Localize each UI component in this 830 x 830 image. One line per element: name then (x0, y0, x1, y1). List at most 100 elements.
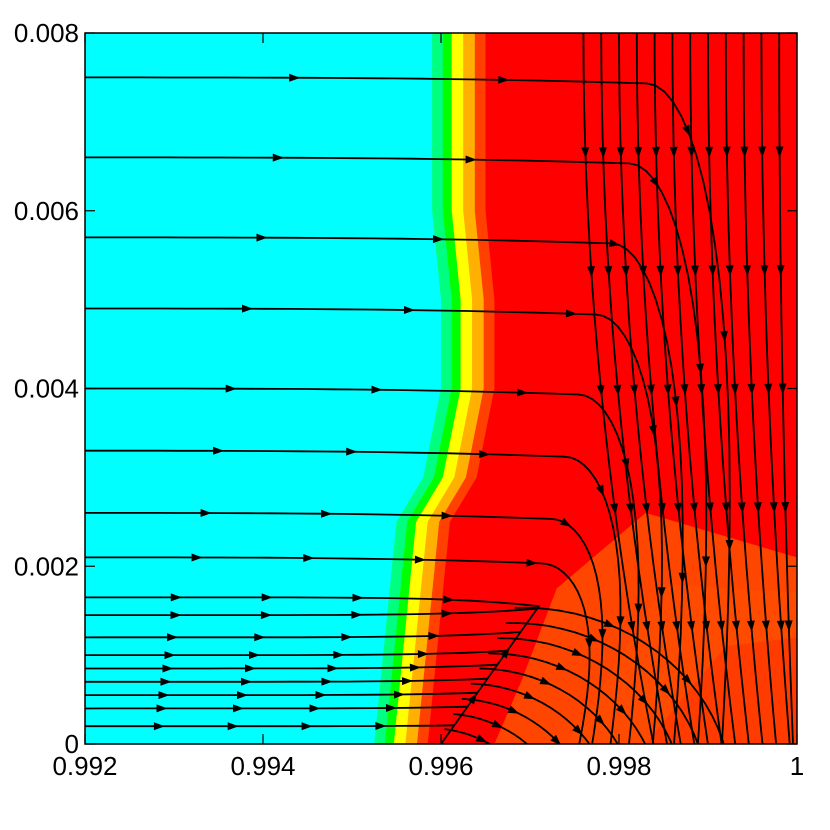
streamline-arrow (443, 595, 455, 604)
streamline-arrow (681, 673, 692, 685)
streamline-arrow (716, 620, 725, 632)
streamline-arrow (352, 593, 364, 602)
streamline-20 (444, 728, 492, 744)
streamline-28 (514, 606, 725, 744)
streamline-arrow (409, 663, 421, 672)
x-tick-label: 1 (790, 751, 804, 781)
streamline-arrow (441, 511, 453, 520)
streamline-arrow (740, 146, 749, 158)
streamline-arrow (615, 704, 627, 715)
streamline-arrow (523, 691, 536, 700)
streamline-arrow (682, 124, 691, 137)
streamline-arrow (747, 383, 756, 395)
streamline-arrow (610, 503, 619, 515)
streamline-11 (85, 631, 522, 639)
streamline-arrow (167, 633, 179, 642)
streamline-arrow (731, 620, 740, 632)
streamline-arrow (687, 146, 696, 158)
streamline-arrow (260, 611, 272, 620)
streamline-arrow (233, 704, 244, 713)
streamline-arrow (720, 330, 729, 342)
streamline-arrow (491, 719, 504, 729)
streamline-arrow (639, 265, 648, 277)
streamline-arrow (441, 609, 453, 618)
streamline-arrow (705, 146, 714, 158)
streamline-arrow (596, 384, 605, 397)
streamline-arrow (465, 155, 477, 164)
streamline-arrow (616, 616, 625, 628)
streamline-arrow (630, 384, 639, 396)
streamline-arrow (671, 396, 680, 408)
streamline-arrow (746, 620, 755, 632)
streamline-arrow (634, 146, 643, 158)
streamline-arrow (702, 620, 711, 633)
streamline-15 (85, 691, 479, 696)
streamline-21 (453, 713, 529, 744)
streamline-26 (497, 637, 673, 744)
streamline-arrow (213, 446, 225, 455)
streamline-arrow (604, 265, 613, 278)
streamline-arrow (479, 450, 491, 459)
streamline-arrow (758, 146, 767, 158)
streamline-arrow (657, 620, 666, 633)
contour-fill (85, 33, 797, 744)
streamline-arrow (646, 384, 655, 396)
streamline-arrow (403, 306, 415, 315)
streamline-arrow (351, 610, 363, 619)
streamline-16 (85, 705, 469, 710)
streamline-arrow (315, 691, 327, 700)
streamline-arrow (241, 304, 253, 313)
streamline-arrow (327, 664, 339, 673)
streamline-arrow (634, 603, 643, 615)
y-tick-label: 0.006 (14, 196, 79, 226)
axis-ticks (84, 32, 798, 745)
x-tick-label: 0.994 (230, 751, 295, 781)
streamline-arrow (753, 502, 762, 514)
streamline-arrow (245, 664, 256, 673)
streamline-arrow (371, 385, 383, 394)
streamline-arrow (669, 146, 678, 158)
streamline-arrow (713, 383, 722, 396)
streamline-arrow (500, 647, 510, 659)
streamline-arrow (539, 676, 552, 685)
streamline-arrow (761, 620, 770, 632)
streamline-arrow (689, 502, 698, 514)
streamline-24 (479, 667, 619, 744)
streamline-arrow (303, 554, 315, 563)
streamline-arrow (321, 509, 333, 518)
streamline-18 (440, 605, 540, 744)
streamline-17 (85, 724, 456, 728)
streamline-13 (85, 663, 499, 670)
streamline-12 (85, 649, 509, 656)
streamline-arrow (621, 265, 630, 277)
streamline-arrow (200, 508, 212, 517)
streamline-arrow (642, 502, 650, 515)
streamline-arrow (673, 265, 682, 277)
streamline-9 (85, 596, 540, 608)
streamline-arrow (776, 620, 785, 632)
streamline-arrow (498, 75, 510, 84)
streamline-arrow (529, 745, 542, 758)
streamline-arrow (341, 633, 353, 642)
streamline-arrow (254, 633, 266, 642)
streamline-arrow (722, 146, 731, 158)
streamline-arrow (158, 691, 170, 700)
streamline-arrow (428, 632, 440, 641)
streamline-arrow (507, 755, 521, 768)
streamline-arrow (153, 722, 165, 731)
streamline-arrow (690, 265, 699, 277)
streamline-arrow (170, 611, 182, 620)
streamline-arrow (673, 502, 682, 514)
streamline-arrow (678, 572, 687, 584)
x-tick-label: 0.998 (586, 751, 651, 781)
streamline-arrow (261, 593, 273, 602)
streamline-arrow (517, 388, 529, 397)
streamline-arrow (598, 147, 607, 159)
streamline-arrow (743, 265, 752, 277)
streamline-arrow (781, 501, 790, 514)
streamline-arrow (587, 633, 600, 642)
streamline-2 (85, 156, 708, 744)
streamline-arrow (321, 677, 333, 686)
streamline-arrow (385, 704, 397, 713)
streamline-arrow (608, 239, 621, 247)
